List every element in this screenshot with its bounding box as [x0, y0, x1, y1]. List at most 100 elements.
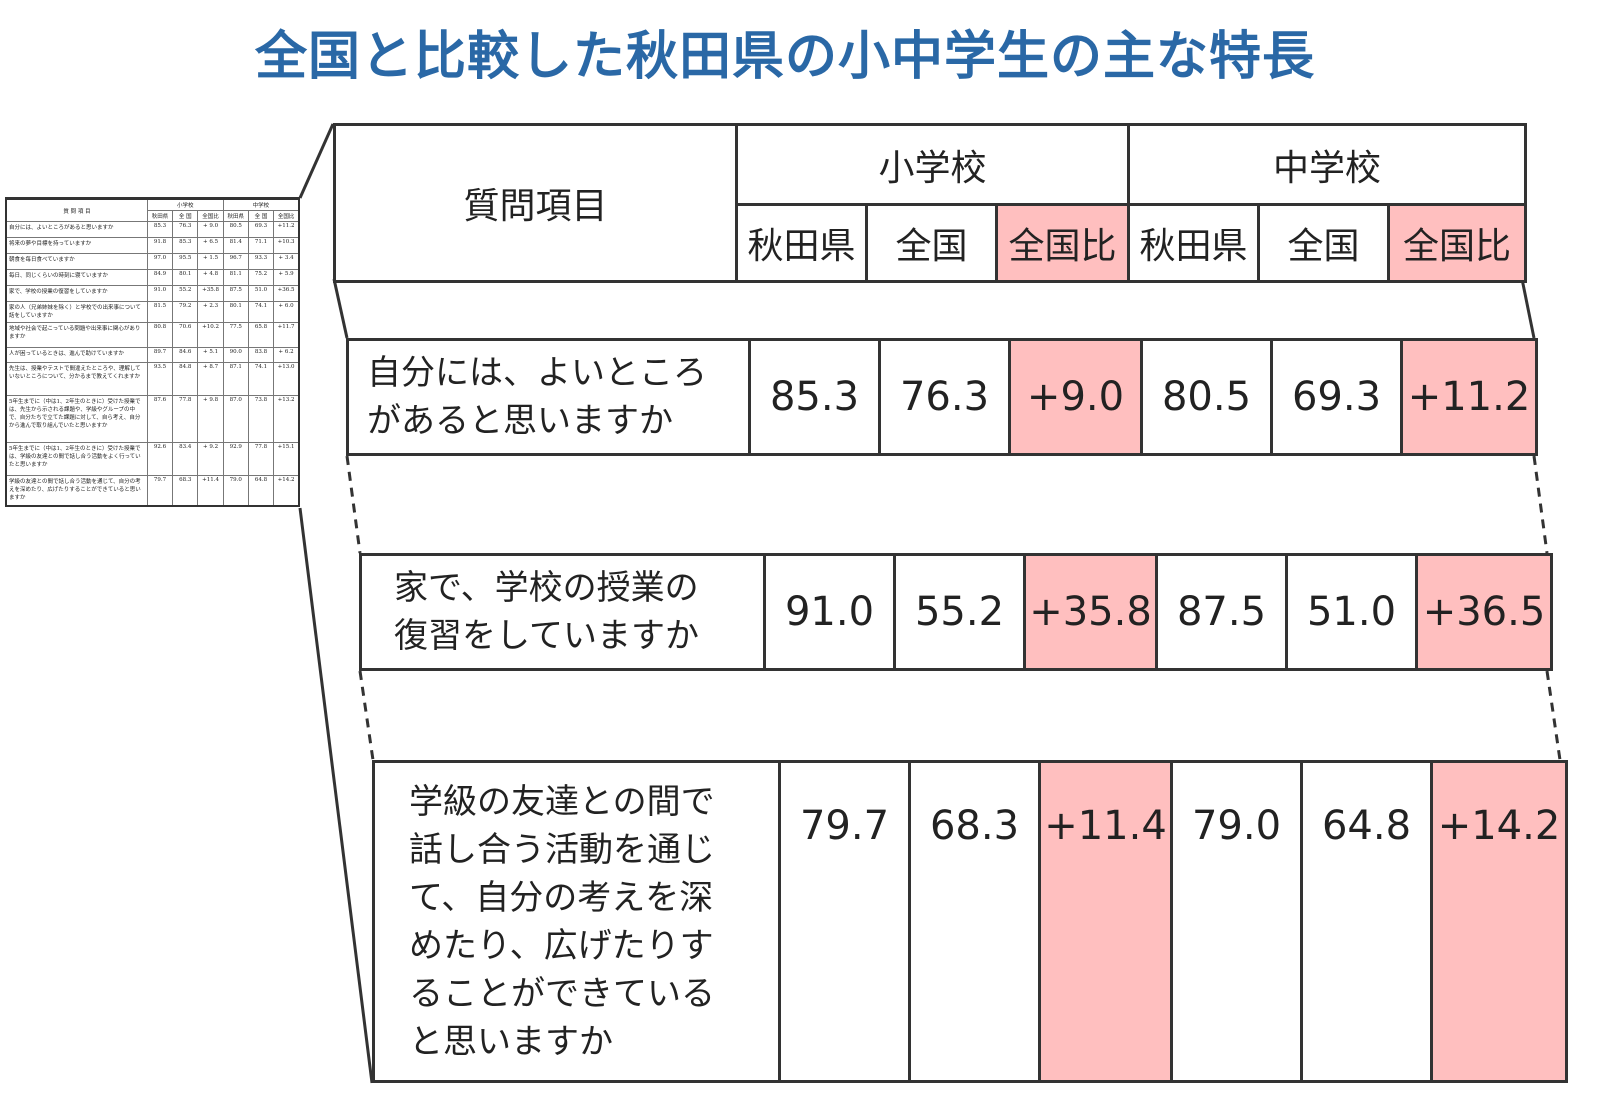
- thumb-subheader: 全国比: [273, 210, 300, 222]
- thumb-value: 80.1: [222, 301, 249, 323]
- connector-right-1: [1520, 278, 1536, 339]
- thumb-value: 75.2: [247, 269, 275, 286]
- thumb-question: 毎日、同じくらいの時刻に寝ていますか: [5, 269, 148, 286]
- thumb-value: + 9.0: [197, 221, 224, 238]
- thumb-value: +14.2: [273, 475, 300, 506]
- national-elementary-value: 76.3: [878, 338, 1011, 456]
- thumb-value: 81.5: [146, 301, 174, 323]
- national-junior-value: 64.8: [1300, 760, 1433, 1083]
- question-line: 自分には、よいところ: [367, 353, 707, 393]
- subheader-diff: 全国比: [1387, 203, 1528, 283]
- thumb-subheader: 全 国: [172, 210, 199, 222]
- question-line: 話し合う活動を通じ: [409, 829, 715, 870]
- thumb-value: 83.4: [172, 442, 199, 476]
- thumb-value: 55.2: [172, 285, 199, 302]
- highlight-row-table: 家で、学校の授業の 復習をしていますか 91.0 55.2 +35.8 87.5 51.0 +…: [359, 553, 1553, 671]
- thumb-value: 65.8: [247, 322, 275, 348]
- thumb-value: +13.0: [273, 362, 300, 396]
- thumb-value: + 1.5: [197, 253, 224, 270]
- diff-junior-value: +14.2: [1430, 760, 1568, 1083]
- thumb-value: 76.3: [172, 221, 199, 238]
- connector-left-2: [345, 455, 362, 554]
- header-elementary: 小学校: [734, 123, 1131, 206]
- thumb-value: 71.1: [247, 237, 275, 254]
- thumb-value: + 9.2: [197, 442, 224, 476]
- question-line: 学級の友達との間で: [409, 781, 715, 822]
- question-cell: 学級の友達との間で 話し合う活動を通じ て、自分の考えを深 めたり、広げたりす ることが…: [372, 760, 781, 1083]
- question-line: めたり、広げたりす: [409, 925, 714, 966]
- thumb-value: 73.8: [247, 395, 275, 443]
- thumb-question: 地域や社会で起こっている問題や出来事に関心がありますか: [5, 322, 148, 348]
- connector-right-3: [1545, 670, 1562, 761]
- thumb-value: 91.0: [146, 285, 174, 302]
- thumb-value: + 9.8: [197, 395, 224, 443]
- thumb-value: + 5.1: [197, 347, 224, 363]
- thumb-question: 家で、学校の授業の復習をしていますか: [5, 285, 148, 302]
- akita-elementary-value: 79.7: [778, 760, 911, 1083]
- thumb-value: +15.1: [273, 442, 300, 476]
- thumb-value: 91.8: [146, 237, 174, 254]
- header-question: 質問項目: [333, 123, 738, 283]
- thumb-value: 80.1: [172, 269, 199, 286]
- subheader-national: 全国: [1257, 203, 1391, 283]
- thumb-value: +13.2: [273, 395, 300, 443]
- diff-elementary-value: +35.8: [1023, 553, 1158, 671]
- thumb-value: 64.8: [247, 475, 275, 506]
- thumb-value: 81.1: [222, 269, 249, 286]
- thumb-value: +36.5: [273, 285, 300, 302]
- thumb-value: + 8.7: [197, 362, 224, 396]
- national-junior-value: 51.0: [1285, 553, 1418, 671]
- highlight-row-table: 学級の友達との間で 話し合う活動を通じ て、自分の考えを深 めたり、広げたりす ることが…: [372, 760, 1568, 1083]
- question-line: と思いますか: [409, 1021, 613, 1062]
- thumb-value: 83.8: [247, 347, 275, 363]
- thumb-subheader: 秋田県: [146, 210, 174, 222]
- thumb-value: +10.2: [197, 322, 224, 348]
- thumb-value: 87.5: [222, 285, 249, 302]
- thumb-value: 79.0: [222, 475, 249, 506]
- question-cell: 自分には、よいところ があると思いますか: [346, 338, 751, 456]
- connector-left-3: [358, 670, 375, 761]
- question-line: ることができている: [409, 973, 715, 1014]
- thumb-value: +11.2: [273, 221, 300, 238]
- thumbnail-table: 質 問 項 目小学校 中学校 秋田県全 国全国比 秋田県全 国全国比 自分には、よいとこ…: [5, 197, 300, 507]
- thumb-value: 74.1: [247, 362, 275, 396]
- thumb-value: 77.5: [222, 322, 249, 348]
- subheader-diff: 全国比: [994, 203, 1131, 283]
- subheader-akita: 秋田県: [735, 203, 868, 283]
- thumb-value: +11.4: [197, 475, 224, 506]
- thumb-value: 87.0: [222, 395, 249, 443]
- thumb-value: + 6.0: [273, 301, 300, 323]
- thumb-value: 84.9: [146, 269, 174, 286]
- thumb-subheader: 秋田県: [222, 210, 249, 222]
- thumb-value: +11.7: [273, 322, 300, 348]
- page-title: 全国と比較した秋田県の小中学生の主な特長: [254, 27, 1315, 87]
- diff-elementary-value: +11.4: [1038, 760, 1173, 1083]
- subheader-national: 全国: [865, 203, 998, 283]
- diff-junior-value: +11.2: [1400, 338, 1538, 456]
- question-line: 復習をしていますか: [394, 616, 699, 656]
- header-table: 質問項目 小学校 中学校 秋田県 全国 全国比 秋田県 全国 全国比: [333, 123, 1528, 283]
- question-line: 家で、学校の授業の: [394, 568, 699, 608]
- thumb-question: 朝食を毎日食べていますか: [5, 253, 148, 270]
- thumb-value: 85.3: [146, 221, 174, 238]
- question-line: て、自分の考えを深: [409, 877, 714, 918]
- thumb-value: 69.3: [247, 221, 275, 238]
- thumb-subheader: 全国比: [197, 210, 224, 222]
- thumb-value: + 6.2: [273, 347, 300, 363]
- thumb-question: 家の人（兄弟姉妹を除く）と学校での出来事について話をしていますか: [5, 301, 148, 323]
- thumb-value: + 4.8: [197, 269, 224, 286]
- thumb-value: +10.3: [273, 237, 300, 254]
- thumb-value: + 5.9: [273, 269, 300, 286]
- thumb-value: 79.2: [172, 301, 199, 323]
- akita-junior-value: 79.0: [1170, 760, 1303, 1083]
- thumb-value: 93.5: [146, 362, 174, 396]
- national-junior-value: 69.3: [1270, 338, 1403, 456]
- thumb-value: 84.8: [172, 362, 199, 396]
- diff-junior-value: +36.5: [1415, 553, 1553, 671]
- thumb-value: 74.1: [247, 301, 275, 323]
- thumb-question: 学級の友達との間で話し合う活動を通じて、自分の考えを深めたり、広げたりすることが…: [5, 475, 148, 506]
- thumb-header-group: 小学校: [146, 198, 224, 211]
- thumb-value: 81.4: [222, 237, 249, 254]
- zoom-line-bottom: [298, 507, 374, 1084]
